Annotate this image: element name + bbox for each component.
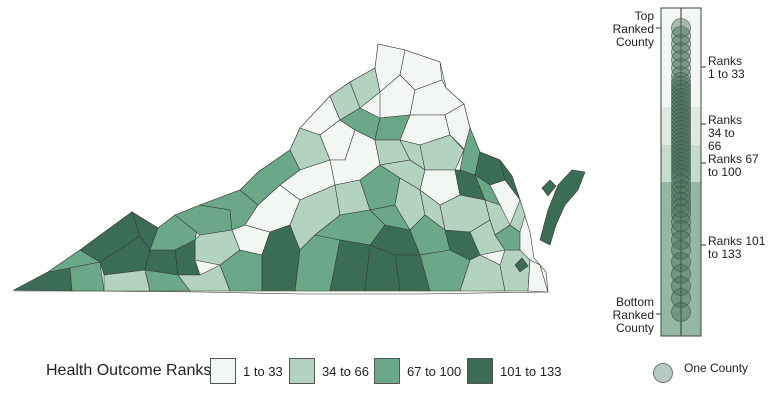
strip-band-label-3: Ranks 67 to 100 (708, 152, 759, 179)
county-63 (469, 219, 506, 256)
county-55 (459, 254, 506, 292)
legend-swatch-1 (210, 358, 236, 384)
strip-point-23 (671, 132, 691, 152)
strip-point-33 (671, 174, 691, 194)
strip-point-27 (671, 148, 691, 168)
strip-point-15 (671, 100, 691, 120)
strip-point-29 (671, 156, 691, 176)
strip-point-47 (671, 302, 691, 322)
strip-point-45 (671, 276, 691, 296)
virginia-county-map (13, 43, 586, 295)
strip-point-20 (671, 120, 691, 140)
legend-title: Health Outcome Ranks (46, 362, 212, 379)
strip-point-21 (671, 124, 691, 144)
strip-point-11 (671, 84, 691, 104)
strip-point-8 (671, 72, 691, 92)
strip-bottom-label: Bottom Ranked County (612, 295, 654, 335)
strip-point-40 (671, 220, 691, 240)
county-eastern-shore-2 (541, 179, 557, 197)
legend-label-2: 34 to 66 (322, 364, 369, 379)
legend-label-3: 67 to 100 (407, 364, 462, 379)
strip-point-44 (671, 264, 691, 284)
strip-point-24 (671, 136, 691, 156)
strip-band-label-2: Ranks 34 to 66 (708, 113, 743, 153)
strip-point-41 (671, 230, 691, 250)
strip-point-36 (671, 192, 691, 212)
county-68 (509, 199, 526, 233)
strip-point-16 (671, 104, 691, 124)
strip-point-13 (671, 92, 691, 112)
legend-swatch-2 (289, 358, 315, 384)
strip-point-35 (671, 186, 691, 206)
strip-point-6 (671, 58, 691, 78)
legend-label-1: 1 to 33 (243, 364, 283, 379)
strip-point-37 (671, 198, 691, 218)
legend-swatch-3 (374, 358, 400, 384)
strip-point-30 (671, 160, 691, 180)
strip-point-7 (671, 66, 691, 86)
county-small-city (514, 257, 529, 273)
county-60 (474, 151, 506, 186)
county-13 (174, 239, 201, 276)
strip-point-25 (671, 140, 691, 160)
strip-point-1 (671, 18, 691, 38)
strip-band-label-1: Ranks 1 to 33 (708, 54, 745, 81)
strip-band-label-4: Ranks 101 to 133 (708, 234, 766, 261)
strip-point-18 (671, 112, 691, 132)
strip-point-46 (671, 288, 691, 308)
legend-label-4: 101 to 133 (500, 364, 562, 379)
strip-point-38 (671, 204, 691, 224)
strip-point-2 (671, 26, 691, 46)
county-65 (527, 259, 549, 293)
strip-point-3 (671, 34, 691, 54)
strip-point-28 (671, 152, 691, 172)
strip-top-label: Top Ranked County (612, 9, 654, 49)
strip-point-43 (671, 252, 691, 272)
strip-point-5 (671, 50, 691, 70)
strip-point-4 (671, 42, 691, 62)
strip-point-39 (671, 212, 691, 232)
strip-point-31 (671, 164, 691, 184)
point-legend-label: One County (684, 361, 749, 375)
strip-point-26 (671, 144, 691, 164)
legend-swatch-4 (467, 358, 493, 384)
strip-point-22 (671, 128, 691, 148)
strip-point-14 (671, 96, 691, 116)
county-eastern-shore-1 (539, 169, 586, 246)
strip-point-19 (671, 116, 691, 136)
strip-point-42 (671, 240, 691, 260)
strip-point-34 (671, 180, 691, 200)
strip-point-12 (671, 88, 691, 108)
strip-point-10 (671, 80, 691, 100)
strip-point-32 (671, 168, 691, 188)
county-49 (419, 134, 465, 171)
strip-point-17 (671, 108, 691, 128)
strip-point-9 (671, 76, 691, 96)
point-legend-circle (653, 363, 673, 383)
